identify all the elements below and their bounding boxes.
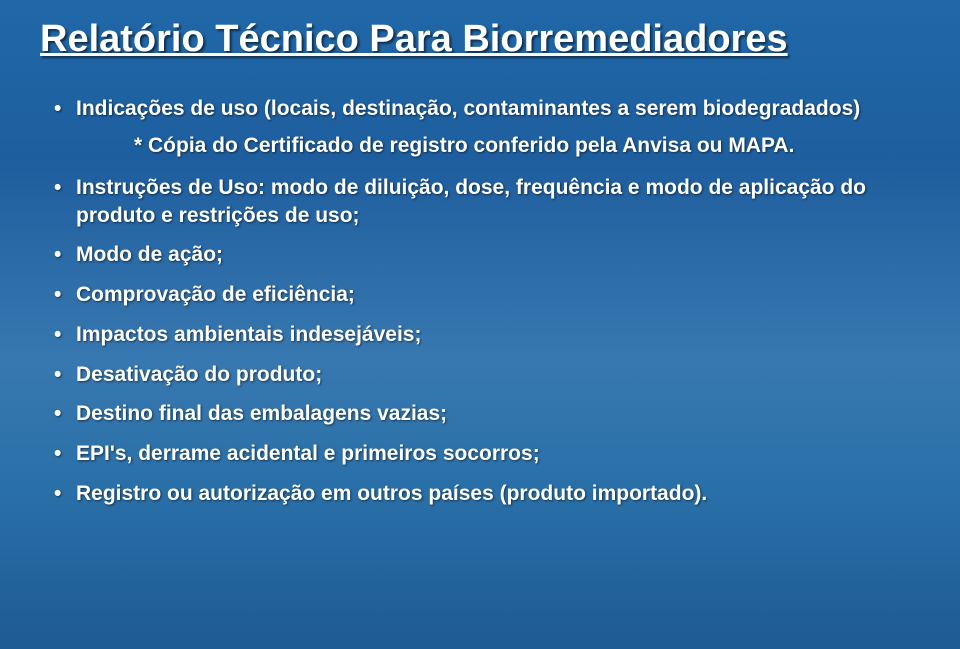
list-item: Comprovação de eficiência; <box>46 281 920 309</box>
bullet-text: Desativação do produto; <box>76 363 322 386</box>
list-item: Instruções de Uso: modo de diluição, dos… <box>46 174 920 229</box>
slide-title: Relatório Técnico Para Biorremediadores <box>40 18 920 61</box>
bullet-text: Indicações de uso (locais, destinação, c… <box>76 97 860 120</box>
list-item: Desativação do produto; <box>46 361 920 389</box>
list-item: Registro ou autorização em outros países… <box>46 480 920 508</box>
list-item: Indicações de uso (locais, destinação, c… <box>46 95 920 160</box>
bullet-text: EPI's, derrame acidental e primeiros soc… <box>76 442 540 465</box>
list-item: Destino final das embalagens vazias; <box>46 400 920 428</box>
list-item: Impactos ambientais indesejáveis; <box>46 321 920 349</box>
bullet-text: Impactos ambientais indesejáveis; <box>76 323 421 346</box>
bullet-text: Registro ou autorização em outros países… <box>76 482 707 505</box>
sub-note: * Cópia do Certificado de registro confe… <box>134 132 920 160</box>
list-item: EPI's, derrame acidental e primeiros soc… <box>46 440 920 468</box>
list-item: Modo de ação; <box>46 241 920 269</box>
bullet-list: Indicações de uso (locais, destinação, c… <box>40 95 920 508</box>
bullet-text: Destino final das embalagens vazias; <box>76 402 447 425</box>
bullet-text: Comprovação de eficiência; <box>76 283 355 306</box>
slide-container: Relatório Técnico Para Biorremediadores … <box>0 0 960 649</box>
bullet-text: Modo de ação; <box>76 243 223 266</box>
bullet-text: Instruções de Uso: modo de diluição, dos… <box>76 176 866 227</box>
